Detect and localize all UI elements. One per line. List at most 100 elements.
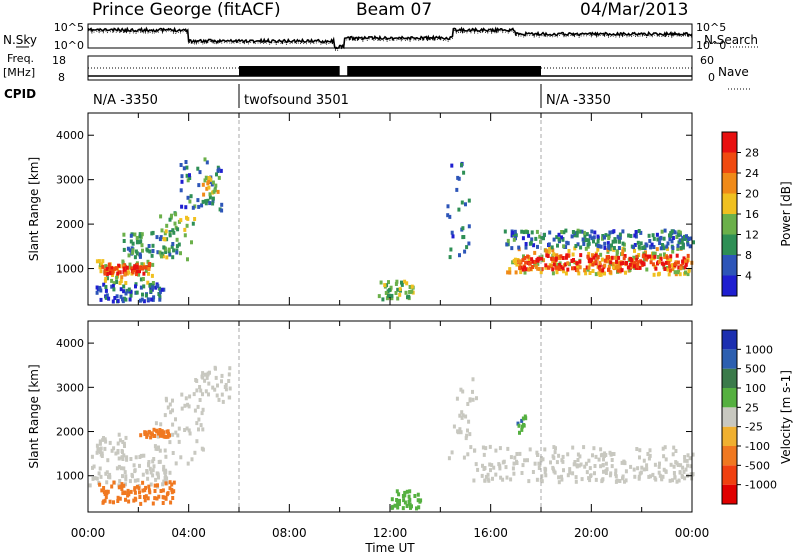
heatmap-cell xyxy=(198,398,202,402)
heatmap-cell xyxy=(548,230,552,235)
heatmap-cell xyxy=(446,204,450,209)
heatmap-cell xyxy=(672,445,676,450)
heatmap-cell xyxy=(119,484,123,489)
heatmap-cell xyxy=(227,372,231,377)
colorbar-swatch xyxy=(722,234,737,255)
heatmap-cell xyxy=(634,230,638,234)
heatmap-cell xyxy=(205,186,209,191)
heatmap-cell xyxy=(652,245,656,249)
heatmap-cell xyxy=(590,229,594,234)
heatmap-cell xyxy=(190,240,193,245)
heatmap-cell xyxy=(168,252,172,257)
heatmap-cell xyxy=(164,478,168,483)
heatmap-cell xyxy=(642,458,646,463)
heatmap-cell xyxy=(505,242,509,247)
heatmap-cell xyxy=(632,467,636,472)
heatmap-cell xyxy=(484,474,488,479)
heatmap-cell xyxy=(582,230,586,235)
heatmap-cell xyxy=(118,479,122,484)
heatmap-cell xyxy=(151,285,155,290)
heatmap-cell xyxy=(684,467,688,472)
heatmap-cell xyxy=(124,482,127,487)
heatmap-cell xyxy=(110,448,114,453)
heatmap-cell xyxy=(207,185,211,190)
heatmap-cell xyxy=(543,466,547,471)
heatmap-cell xyxy=(554,257,558,262)
heatmap-cell xyxy=(197,183,201,188)
heatmap-cell xyxy=(98,439,102,444)
heatmap-cell xyxy=(531,470,535,474)
heatmap-cell xyxy=(551,248,555,253)
heatmap-cell xyxy=(599,272,603,277)
heatmap-cell xyxy=(123,470,127,475)
heatmap-cell xyxy=(126,271,130,276)
heatmap-cell xyxy=(133,255,137,260)
heatmap-cell xyxy=(610,255,614,260)
colorbar-tick-label: 16 xyxy=(745,208,759,221)
heatmap-cell xyxy=(220,379,223,384)
heatmap-cell xyxy=(395,498,399,502)
heatmap-cell xyxy=(179,188,183,193)
freq-label: Freq. xyxy=(7,52,34,65)
heatmap-cell xyxy=(533,250,537,255)
heatmap-cell xyxy=(658,461,661,466)
heatmap-cell xyxy=(185,165,189,170)
heatmap-cell xyxy=(135,236,139,240)
heatmap-cell xyxy=(609,270,613,275)
heatmap-cell xyxy=(407,494,411,499)
heatmap-cell xyxy=(562,244,566,249)
heatmap-cell xyxy=(156,434,160,439)
heatmap-cell xyxy=(119,466,123,471)
heatmap-cell xyxy=(594,259,598,264)
heatmap-cell xyxy=(641,246,645,250)
beam-title: Beam 07 xyxy=(356,0,433,20)
cpid-label: N/A -3350 xyxy=(93,93,158,108)
heatmap-cell xyxy=(171,496,175,500)
colorbar-tick-label: 25 xyxy=(745,401,759,414)
heatmap-cell xyxy=(523,256,527,260)
heatmap-cell xyxy=(575,233,579,238)
heatmap-cell xyxy=(398,287,402,292)
heatmap-cell xyxy=(141,292,144,297)
heatmap-cell xyxy=(671,452,675,457)
heatmap-cell xyxy=(98,441,102,446)
heatmap-cell xyxy=(612,452,616,456)
heatmap-cell xyxy=(170,487,174,492)
colorbar-tick-label: 1000 xyxy=(745,343,773,356)
heatmap-cell xyxy=(134,284,137,289)
heatmap-cell xyxy=(124,297,128,302)
heatmap-cell xyxy=(527,257,531,262)
heatmap-cell xyxy=(543,470,547,475)
heatmap-cell xyxy=(621,474,625,479)
heatmap-cell xyxy=(95,443,99,448)
heatmap-cell xyxy=(116,299,120,304)
heatmap-cell xyxy=(644,256,648,261)
colorbar-swatch xyxy=(722,132,737,153)
heatmap-cell xyxy=(555,460,559,465)
heatmap-cell xyxy=(544,263,548,268)
heatmap-cell xyxy=(642,262,646,267)
heatmap-cell xyxy=(676,243,680,248)
heatmap-cell xyxy=(200,203,204,208)
x-tick-label: 12:00 xyxy=(373,526,408,540)
heatmap-cell xyxy=(609,452,613,456)
heatmap-cell xyxy=(607,264,611,269)
colorbar-swatch xyxy=(722,388,737,408)
heatmap-cell xyxy=(566,452,570,457)
x-tick-label: 08:00 xyxy=(272,526,307,540)
heatmap-cell xyxy=(163,448,167,453)
heatmap-cell xyxy=(526,458,529,463)
heatmap-cell xyxy=(531,259,535,264)
heatmap-cell xyxy=(684,270,687,275)
heatmap-cell xyxy=(472,478,476,483)
heatmap-cell xyxy=(678,470,682,475)
heatmap-cell xyxy=(686,453,690,458)
heatmap-cell xyxy=(539,458,543,463)
heatmap-cell xyxy=(655,232,659,237)
heatmap-cell xyxy=(526,230,530,235)
freq-unit-label: [MHz] xyxy=(3,66,35,79)
heatmap-cell xyxy=(146,496,150,501)
heatmap-cell xyxy=(647,233,651,238)
heatmap-cell xyxy=(95,259,99,264)
heatmap-cell xyxy=(554,446,557,451)
